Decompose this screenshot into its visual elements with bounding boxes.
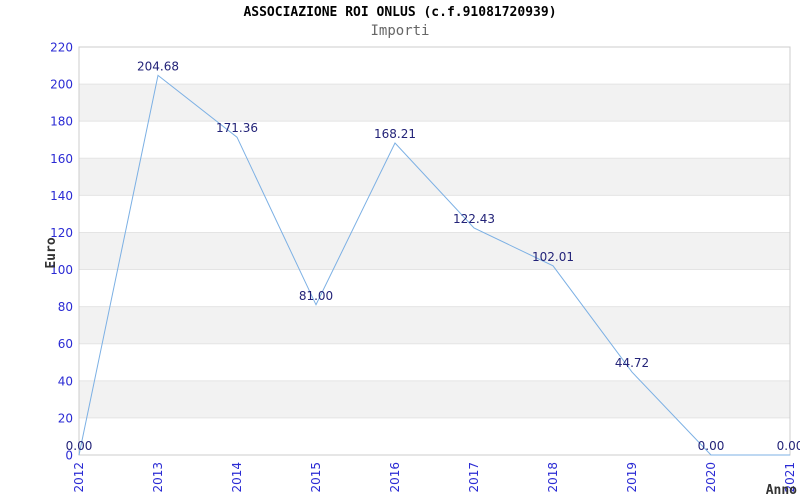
y-axis-title: Euro	[44, 237, 59, 268]
plot-band	[79, 84, 790, 122]
x-tick-label: 2013	[151, 462, 165, 493]
data-point-label: 44.72	[615, 356, 649, 370]
data-point-label: 168.21	[374, 127, 416, 141]
plot-border	[78, 46, 791, 456]
data-point-label: 0.00	[66, 439, 93, 453]
data-point-label: 0.00	[698, 439, 725, 453]
plot-band	[79, 232, 790, 270]
x-tick-label: 2017	[467, 462, 481, 493]
chart-title: ASSOCIAZIONE ROI ONLUS (c.f.91081720939)	[243, 5, 557, 20]
y-tick-label: 60	[58, 337, 73, 351]
y-tick-label: 220	[50, 41, 73, 55]
y-tick-label: 120	[50, 226, 73, 240]
y-tick-label: 0	[65, 449, 73, 463]
y-tick-label: 40	[58, 374, 73, 388]
data-point-label: 171.36	[216, 121, 258, 135]
chart-subtitle: Importi	[370, 23, 430, 39]
y-tick-label: 180	[50, 115, 73, 129]
x-tick-label: 2019	[625, 462, 639, 493]
data-point-label: 122.43	[453, 212, 495, 226]
data-point-label: 102.01	[532, 250, 574, 264]
y-tick-label: 200	[50, 78, 73, 92]
y-tick-label: 160	[50, 152, 73, 166]
plot-band	[79, 158, 790, 196]
x-axis-title: Anno	[766, 483, 797, 498]
x-tick-label: 2018	[546, 462, 560, 493]
data-point-label: 81.00	[299, 289, 333, 303]
x-tick-label: 2016	[388, 462, 402, 493]
data-point-label: 0.00	[777, 439, 800, 453]
y-tick-label: 20	[58, 411, 73, 425]
data-line	[78, 74, 790, 456]
x-tick-label: 2015	[309, 462, 323, 493]
data-point-label: 204.68	[137, 59, 179, 73]
plot-band	[79, 306, 790, 344]
x-tick-label: 2020	[704, 462, 718, 493]
x-tick-label: 2012	[72, 462, 86, 493]
x-tick-label: 2014	[230, 462, 244, 493]
x-tick-label: 2021	[783, 462, 797, 493]
y-tick-label: 140	[50, 189, 73, 203]
plot-band	[79, 380, 790, 418]
y-tick-label: 100	[50, 263, 73, 277]
y-tick-label: 80	[58, 300, 73, 314]
